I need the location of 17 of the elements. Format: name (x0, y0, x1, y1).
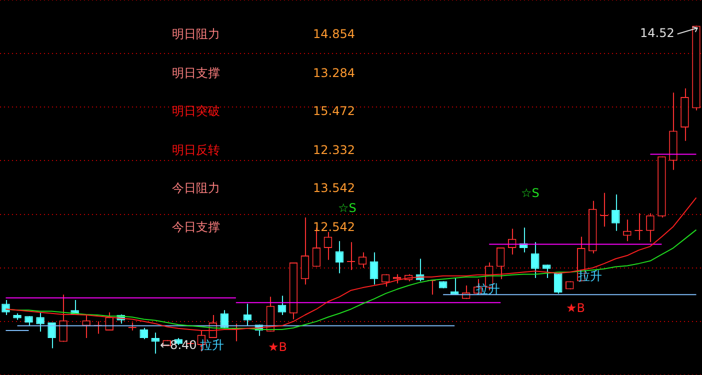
annotation: 14.52 (640, 26, 674, 40)
annotation: ☆S (521, 186, 540, 200)
annotation: 今日阻力 (172, 181, 220, 196)
annotation: 明日支撑 (172, 66, 220, 80)
annotation: 明日反转 (172, 143, 220, 158)
annotation: 15.472 (313, 104, 355, 118)
annotation: ★B (566, 301, 585, 316)
annotation: 12.332 (313, 143, 355, 158)
annotation: 12.542 (313, 220, 355, 234)
annotation: 13.284 (313, 66, 355, 80)
annotation: 明日突破 (172, 104, 220, 118)
annotation: ☆S (338, 201, 356, 216)
annotation: ★B (268, 340, 287, 354)
annotation: 14.854 (313, 27, 355, 42)
annotation: 今日支撑 (172, 220, 220, 234)
annotation: 明日阻力 (172, 27, 220, 42)
annotation: 13.542 (313, 181, 355, 196)
